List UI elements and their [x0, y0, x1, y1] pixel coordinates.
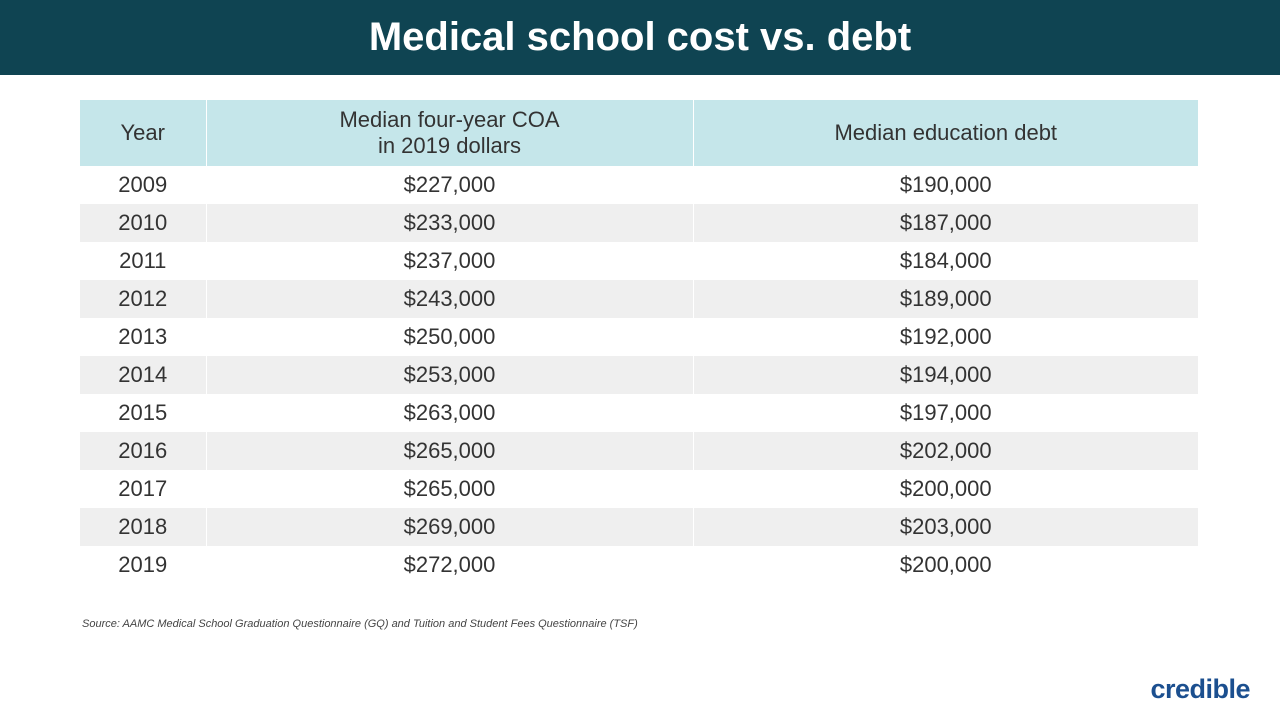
header-debt: Median education debt: [693, 100, 1198, 166]
cell-year: 2009: [80, 166, 207, 204]
cell-coa: $265,000: [206, 432, 694, 470]
cell-year: 2011: [80, 242, 207, 280]
table-row: 2011 $237,000 $184,000: [80, 242, 1198, 280]
table-row: 2010 $233,000 $187,000: [80, 204, 1198, 242]
cell-year: 2019: [80, 546, 207, 584]
cell-debt: $202,000: [693, 432, 1198, 470]
data-table: Year Median four-year COA in 2019 dollar…: [80, 100, 1198, 584]
cell-year: 2018: [80, 508, 207, 546]
cell-year: 2017: [80, 470, 207, 508]
cell-year: 2016: [80, 432, 207, 470]
cell-debt: $203,000: [693, 508, 1198, 546]
cell-coa: $272,000: [206, 546, 694, 584]
header-coa-line1: Median four-year COA: [339, 107, 560, 132]
table-row: 2019 $272,000 $200,000: [80, 546, 1198, 584]
cell-debt: $189,000: [693, 280, 1198, 318]
table-row: 2015 $263,000 $197,000: [80, 394, 1198, 432]
cell-year: 2013: [80, 318, 207, 356]
cell-year: 2015: [80, 394, 207, 432]
cell-coa: $243,000: [206, 280, 694, 318]
cell-coa: $263,000: [206, 394, 694, 432]
header-coa-line2: in 2019 dollars: [377, 133, 522, 158]
cell-debt: $192,000: [899, 324, 992, 349]
title-bar: Medical school cost vs. debt: [0, 0, 1280, 75]
cell-debt: $200,000: [899, 552, 992, 577]
source-note: Source: AAMC Medical School Graduation Q…: [82, 618, 638, 630]
cell-coa: $233,000: [206, 204, 694, 242]
table-row: 2009 $227,000 $190,000: [80, 166, 1198, 204]
page-title: Medical school cost vs. debt: [368, 15, 912, 59]
header-coa: Median four-year COA in 2019 dollars: [206, 100, 694, 166]
cell-debt: $194,000: [693, 356, 1198, 394]
cell-year: 2010: [80, 204, 207, 242]
cell-coa: $237,000: [206, 242, 694, 280]
cell-year: 2012: [80, 280, 207, 318]
cell-coa: $253,000: [206, 356, 694, 394]
cell-debt: $187,000: [693, 204, 1198, 242]
table-row: 2016 $265,000 $202,000: [80, 432, 1198, 470]
cell-coa: $227,000: [206, 166, 694, 204]
cell-coa: $265,000: [206, 470, 694, 508]
table-row: 2018 $269,000 $203,000: [80, 508, 1198, 546]
cell-debt: $190,000: [899, 172, 992, 197]
credible-logo: credible: [1150, 674, 1250, 704]
cell-debt: $200,000: [899, 476, 992, 501]
cell-debt: $184,000: [899, 248, 992, 273]
header-year: Year: [80, 100, 207, 166]
cell-year: 2014: [80, 356, 207, 394]
table-row: 2012 $243,000 $189,000: [80, 280, 1198, 318]
table-header-row: Year Median four-year COA in 2019 dollar…: [80, 100, 1198, 166]
table-row: 2017 $265,000 $200,000: [80, 470, 1198, 508]
cell-coa: $250,000: [206, 318, 694, 356]
table-row: 2013 $250,000 $192,000: [80, 318, 1198, 356]
cell-coa: $269,000: [206, 508, 694, 546]
table-row: 2014 $253,000 $194,000: [80, 356, 1198, 394]
cell-debt: $197,000: [899, 400, 992, 425]
